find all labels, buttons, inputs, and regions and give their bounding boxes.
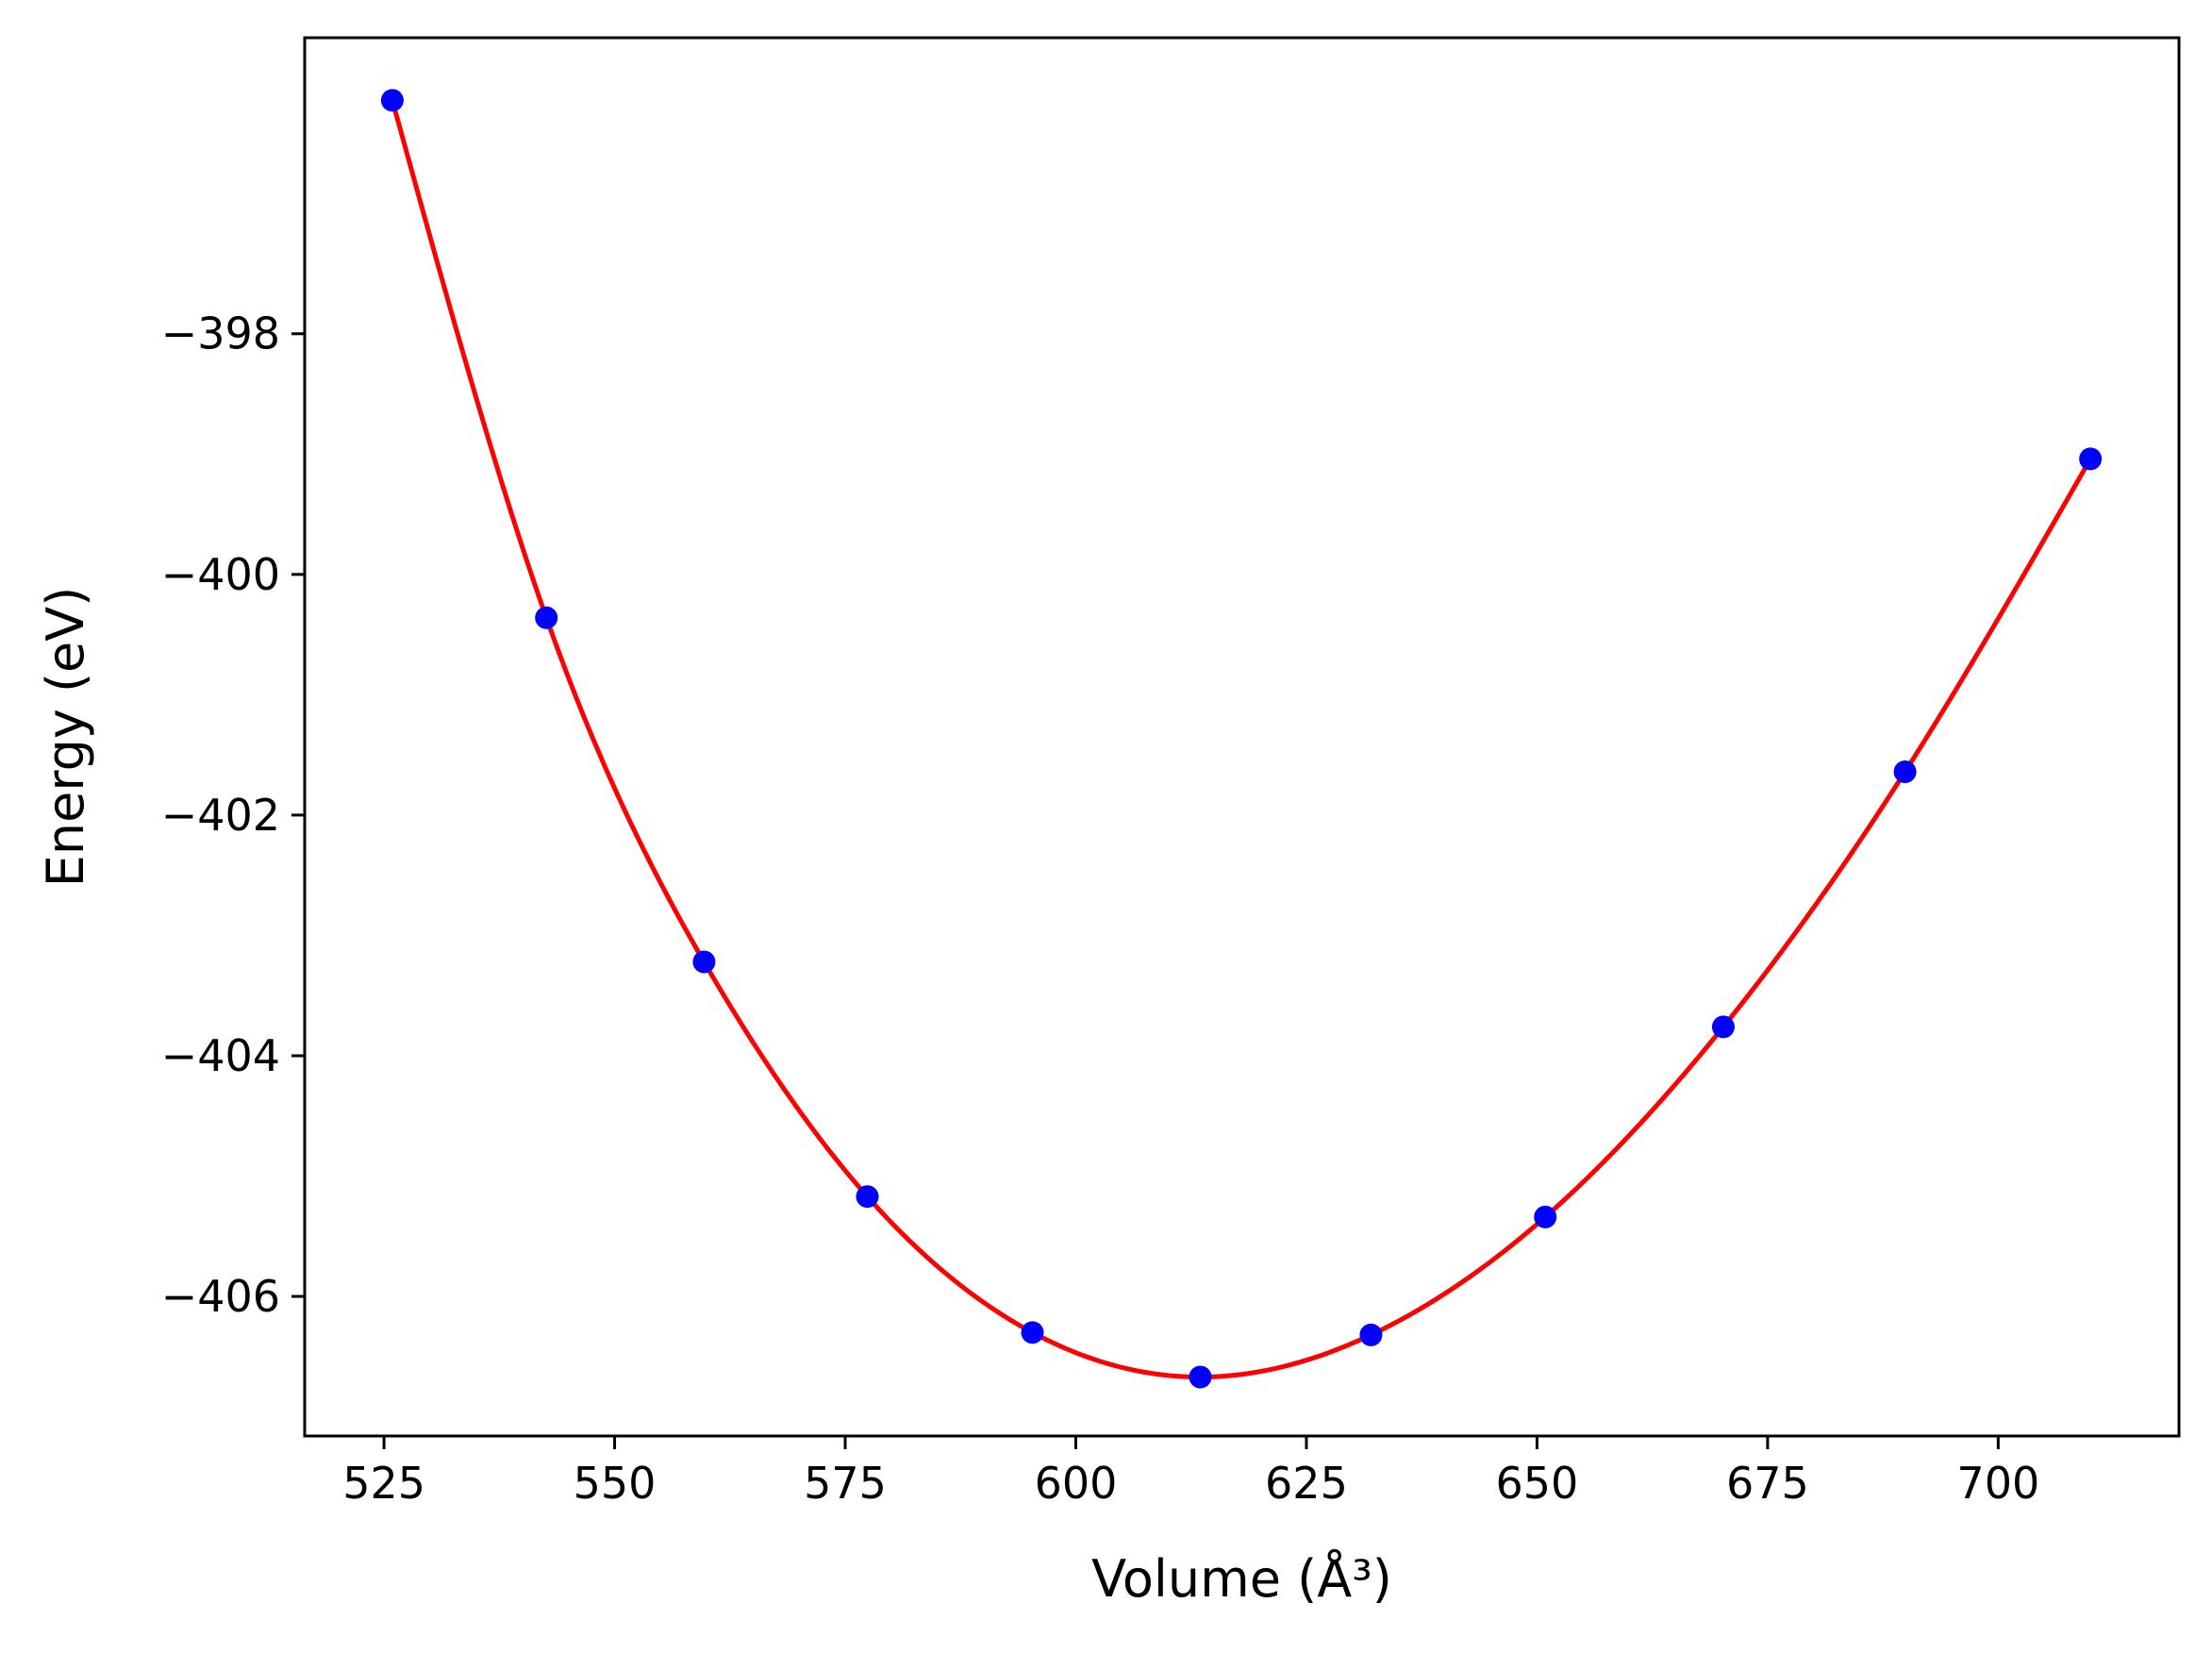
x-tick-label: 575	[804, 1458, 887, 1509]
data-point	[535, 606, 558, 629]
y-axis-label: Energy (eV)	[36, 587, 95, 888]
data-point	[2079, 447, 2103, 471]
plot-frame	[303, 36, 2181, 1438]
data-points	[380, 89, 2103, 1389]
data-point	[1189, 1365, 1212, 1389]
x-tick-label: 675	[1726, 1458, 1809, 1509]
x-tick-label: 550	[574, 1458, 657, 1509]
data-point	[856, 1185, 879, 1209]
data-point	[692, 950, 716, 974]
x-axis-ticks: 525 550 575 600 625 650 675 700	[342, 1436, 2039, 1509]
x-tick-label: 600	[1035, 1458, 1118, 1509]
x-tick-label: 650	[1496, 1458, 1579, 1509]
x-axis-label: Volume (Å³)	[1091, 1548, 1392, 1609]
data-point	[1359, 1323, 1383, 1346]
data-point	[1021, 1321, 1044, 1344]
y-axis-ticks: −398 −400 −402 −404 −406	[161, 309, 305, 1322]
y-tick-label: −400	[161, 549, 280, 600]
x-tick-label: 625	[1265, 1458, 1348, 1509]
data-point	[1534, 1205, 1557, 1228]
x-tick-label: 700	[1956, 1458, 2039, 1509]
data-point	[380, 89, 404, 112]
data-point	[1711, 1015, 1735, 1039]
y-tick-label: −404	[161, 1030, 280, 1081]
y-tick-label: −402	[161, 790, 280, 841]
y-tick-label: −398	[161, 309, 280, 359]
data-point	[1893, 760, 1917, 783]
y-tick-label: −406	[161, 1271, 280, 1322]
fit-curve-line	[390, 99, 2093, 1380]
x-tick-label: 525	[342, 1458, 425, 1509]
